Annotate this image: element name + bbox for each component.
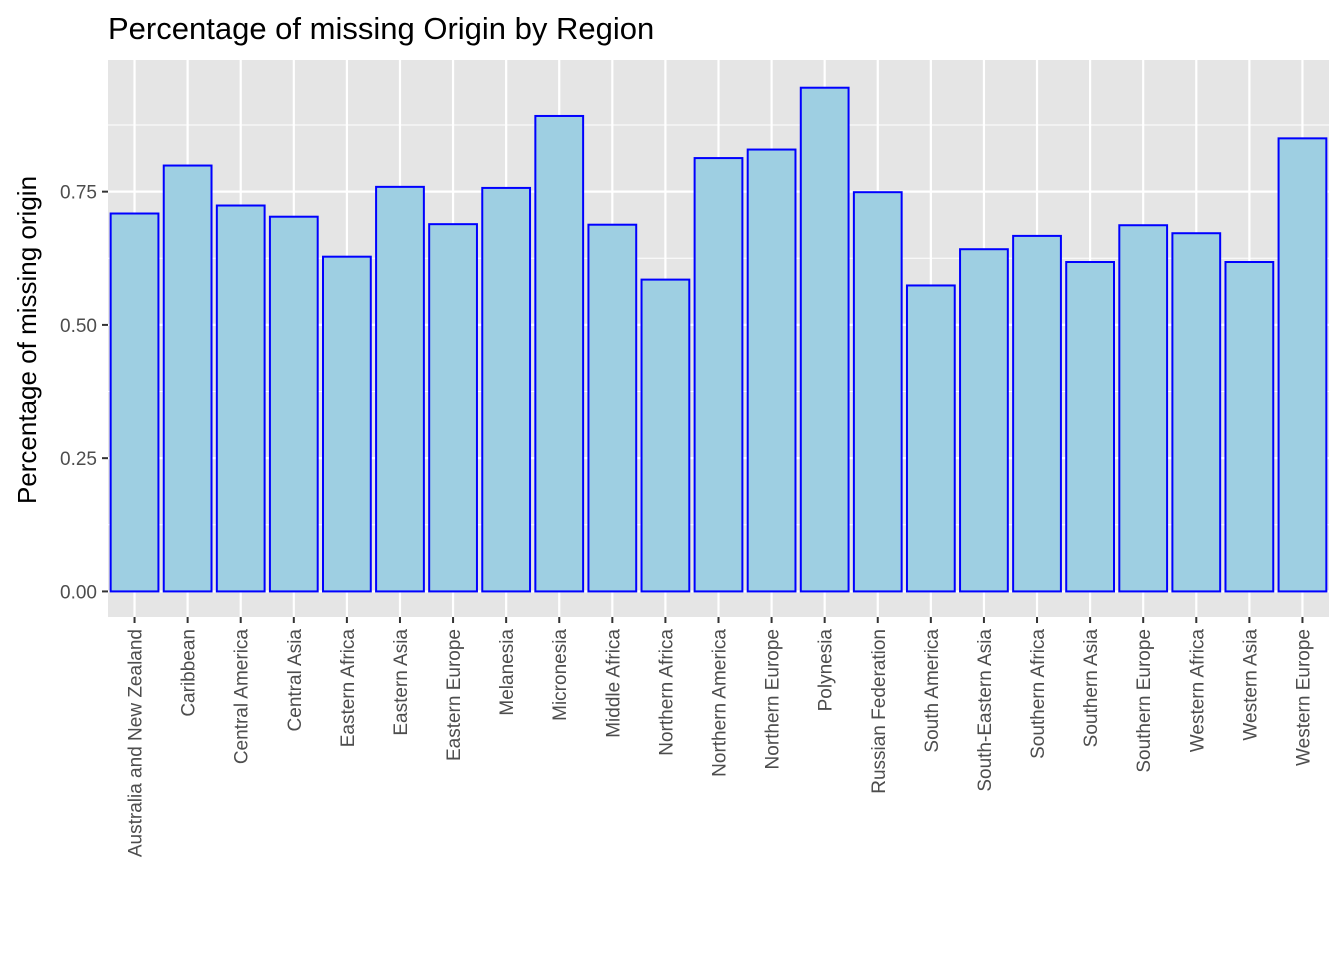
x-tick-label: Central America bbox=[232, 629, 253, 765]
y-tick-label: 0.50 bbox=[60, 316, 97, 337]
bar-russian-federation bbox=[852, 191, 903, 593]
x-tick-label: Polynesia bbox=[816, 629, 837, 712]
x-tick-label: Micronesia bbox=[550, 629, 571, 721]
x-tick-label: Caribbean bbox=[179, 629, 200, 717]
bar-eastern-europe bbox=[428, 223, 478, 593]
bar-southern-europe bbox=[1118, 224, 1169, 593]
bar-western-europe bbox=[1277, 137, 1328, 593]
bar-southern-asia bbox=[1065, 261, 1115, 593]
x-tick-label: Melanesia bbox=[497, 629, 518, 716]
x-tick-label: Russian Federation bbox=[869, 629, 890, 794]
bar-western-africa bbox=[1171, 232, 1222, 593]
x-tick-label: Northern Africa bbox=[656, 629, 677, 756]
y-axis-title: Percentage of missing origin bbox=[12, 176, 42, 504]
x-tick-label: Middle Africa bbox=[603, 629, 624, 738]
bar-southern-africa bbox=[1012, 234, 1062, 593]
bar-caribbean bbox=[162, 164, 213, 593]
bar-western-asia bbox=[1224, 261, 1275, 593]
x-tick-label: Central Asia bbox=[285, 629, 306, 732]
bar-melanesia bbox=[481, 186, 532, 593]
x-tick-label: Northern America bbox=[710, 629, 731, 777]
y-tick-label: 0.00 bbox=[60, 582, 97, 603]
x-tick-label: Eastern Africa bbox=[338, 629, 359, 748]
x-tick-label: Eastern Europe bbox=[444, 629, 465, 761]
bars bbox=[109, 86, 1328, 593]
x-tick-label: Southern Africa bbox=[1028, 629, 1049, 759]
bar-eastern-africa bbox=[322, 255, 372, 593]
x-tick-label: Australia and New Zealand bbox=[126, 629, 147, 857]
bar-south-america bbox=[905, 284, 956, 593]
bar-australia-and-new-zealand bbox=[109, 212, 160, 593]
y-axis: 0.00 0.25 0.50 0.75 bbox=[60, 183, 108, 603]
x-tick-label: Western Africa bbox=[1187, 629, 1208, 753]
x-tick-label: South America bbox=[922, 629, 943, 753]
x-tick-label: South-Eastern Asia bbox=[975, 629, 996, 792]
x-axis: Australia and New Zealand Caribbean Centra… bbox=[126, 617, 1314, 857]
bar-northern-europe bbox=[746, 148, 797, 593]
x-tick-label: Eastern Asia bbox=[391, 629, 412, 736]
bar-eastern-asia bbox=[375, 185, 425, 593]
bar-central-asia bbox=[268, 215, 319, 593]
bar-micronesia bbox=[534, 114, 585, 593]
y-tick-label: 0.25 bbox=[60, 449, 97, 470]
x-tick-label: Southern Asia bbox=[1081, 629, 1102, 748]
bar-central-america bbox=[215, 204, 266, 593]
bar-northern-america bbox=[693, 157, 744, 593]
bar-polynesia bbox=[799, 86, 850, 593]
y-tick-label: 0.75 bbox=[60, 183, 97, 204]
bar-middle-africa bbox=[587, 223, 638, 593]
x-tick-label: Southern Europe bbox=[1134, 629, 1155, 773]
x-tick-label: Western Asia bbox=[1240, 629, 1261, 741]
chart-title: Percentage of missing Origin by Region bbox=[108, 11, 654, 46]
x-tick-label: Western Europe bbox=[1293, 629, 1314, 766]
bar-south-eastern-asia bbox=[959, 248, 1009, 593]
bar-northern-africa bbox=[640, 278, 691, 593]
x-tick-label: Northern Europe bbox=[763, 629, 784, 769]
